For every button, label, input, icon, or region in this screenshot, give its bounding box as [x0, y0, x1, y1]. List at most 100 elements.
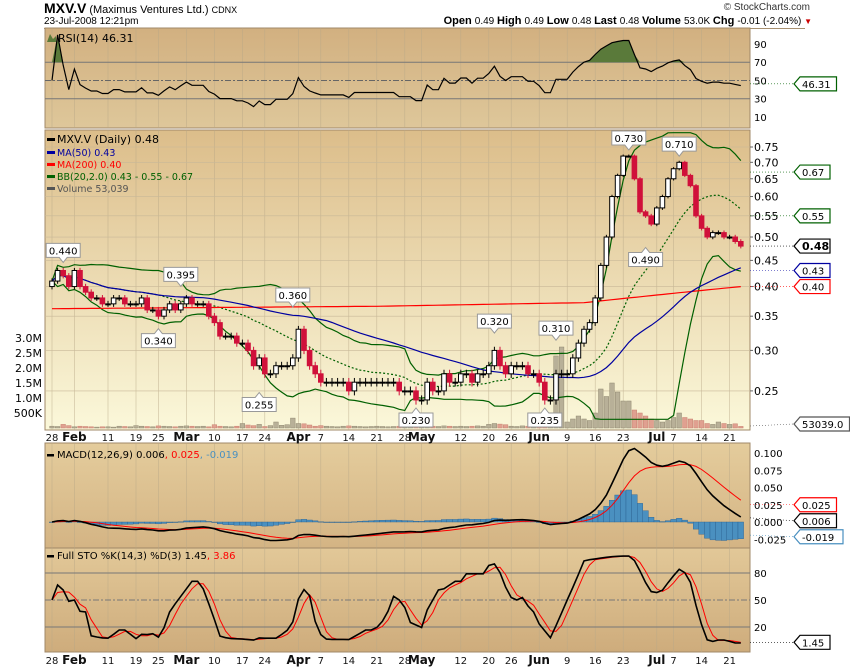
volume-bar — [217, 425, 223, 429]
volume-bar — [682, 417, 688, 429]
volume-bar — [105, 426, 111, 429]
candle-body — [222, 335, 229, 338]
tag-label: 0.40 — [802, 283, 824, 294]
volume-bar — [99, 426, 105, 429]
macd-histogram-bar — [329, 521, 336, 523]
candle-body — [161, 309, 167, 317]
macd-histogram-bar — [278, 521, 285, 525]
macd-histogram-bar — [116, 521, 123, 525]
macd-tick-label: 0.000 — [754, 518, 783, 529]
macd-histogram-bar — [452, 519, 459, 523]
macd-histogram-bar — [340, 521, 347, 523]
macd-histogram-bar — [681, 519, 688, 523]
candle-body — [592, 297, 599, 324]
candle-body — [60, 269, 67, 277]
rsi-legend-icon — [47, 34, 56, 42]
legend-bb: BB(20,2.0) 0.43 - 0.55 - 0.67 — [57, 172, 193, 183]
x-tick-label: 21 — [723, 433, 736, 444]
x-tick-label: 14 — [695, 656, 708, 667]
volume-bar — [447, 425, 453, 429]
macd-tick-label: 0.100 — [754, 449, 783, 460]
x-tick-label: 7 — [318, 656, 324, 667]
annotation-box — [140, 327, 176, 349]
annotation-box — [45, 242, 81, 264]
volume-tick-label: 3.0M — [15, 332, 42, 345]
volume-bar — [727, 424, 733, 429]
tag-box — [793, 238, 831, 254]
candle-body — [374, 381, 380, 384]
volume-bar — [486, 424, 492, 429]
tag-label: -0.019 — [802, 533, 834, 544]
candle-body — [82, 286, 89, 293]
x-tick-label: Jun — [527, 653, 550, 667]
candle-body — [418, 399, 425, 402]
volume-bar — [491, 423, 497, 429]
price-annotation: 0.360 — [275, 287, 311, 308]
volume-bar — [603, 396, 609, 429]
quote-value: 0.49 — [474, 16, 498, 27]
x-tick-label: 28 — [46, 433, 59, 444]
price-annotation: 0.730 — [611, 130, 647, 151]
x-tick-label: 17 — [236, 656, 249, 667]
price-tick-label: 0.70 — [754, 156, 779, 169]
volume-bar — [452, 426, 458, 429]
ma200-line — [52, 286, 741, 310]
volume-bar — [329, 426, 335, 429]
macd-histogram-bar — [127, 521, 134, 525]
tag-box — [793, 513, 838, 529]
annotation-label: 0.320 — [480, 317, 509, 328]
x-tick-label: Apr — [287, 653, 311, 667]
tag-label: 46.31 — [802, 80, 831, 91]
volume-bar — [150, 426, 156, 429]
macd-histogram-bar — [653, 520, 660, 523]
volume-bar — [620, 400, 626, 429]
volume-bar — [290, 417, 296, 429]
legend-ma50: MA(50) 0.43 — [57, 148, 115, 159]
tag-label: 0.43 — [802, 266, 824, 277]
rsi-legend: RSI(14) 46.31 — [58, 32, 133, 45]
volume-bar — [626, 400, 632, 429]
x-tick-label: 12 — [454, 433, 467, 444]
legend-ma200: MA(200) 0.40 — [57, 160, 121, 171]
price-tick-label: 0.55 — [754, 210, 779, 223]
macd-histogram-bar — [597, 510, 604, 523]
candle-body — [250, 349, 257, 367]
tag-label: 0.67 — [802, 168, 824, 179]
chart-title: MXV.V (Maximus Ventures Ltd.) CDNX — [44, 1, 237, 18]
candle-body — [334, 381, 341, 384]
bb-lower-line — [51, 254, 741, 420]
candle-body — [430, 381, 436, 392]
volume-bar — [368, 426, 374, 429]
price-tick-label: 0.75 — [754, 141, 779, 154]
volume-bar — [144, 426, 150, 429]
macd-histogram-bar — [429, 520, 436, 523]
x-tick-label: 21 — [723, 656, 736, 667]
price-panel — [44, 129, 751, 431]
macd-histogram-bar — [457, 518, 464, 523]
volume-bar — [155, 425, 161, 429]
quote-label: Open — [443, 15, 475, 27]
candle-body — [295, 328, 302, 359]
annotation-box — [163, 266, 199, 288]
quote-value: 0.48 — [619, 16, 643, 27]
macd-histogram-bar — [642, 510, 649, 523]
x-tick-label: 7 — [318, 433, 324, 444]
candle-body — [340, 381, 346, 384]
volume-bar — [77, 425, 83, 429]
volume-bar — [475, 425, 481, 429]
candle-body — [155, 309, 162, 317]
macd-histogram-bar — [244, 521, 251, 526]
macd-histogram-bar — [149, 521, 156, 524]
volume-bar — [245, 424, 251, 429]
x-tick-label: 26 — [505, 433, 518, 444]
macd-histogram-bar — [177, 521, 184, 523]
volume-bar — [676, 412, 682, 429]
candle-body — [166, 303, 173, 311]
volume-bar — [721, 423, 727, 429]
volume-bar — [648, 418, 654, 429]
candle-body — [306, 349, 313, 367]
macd-histogram-bar — [312, 520, 319, 523]
candle-body — [491, 349, 498, 367]
volume-bar — [256, 424, 262, 429]
candle-body — [77, 269, 83, 288]
